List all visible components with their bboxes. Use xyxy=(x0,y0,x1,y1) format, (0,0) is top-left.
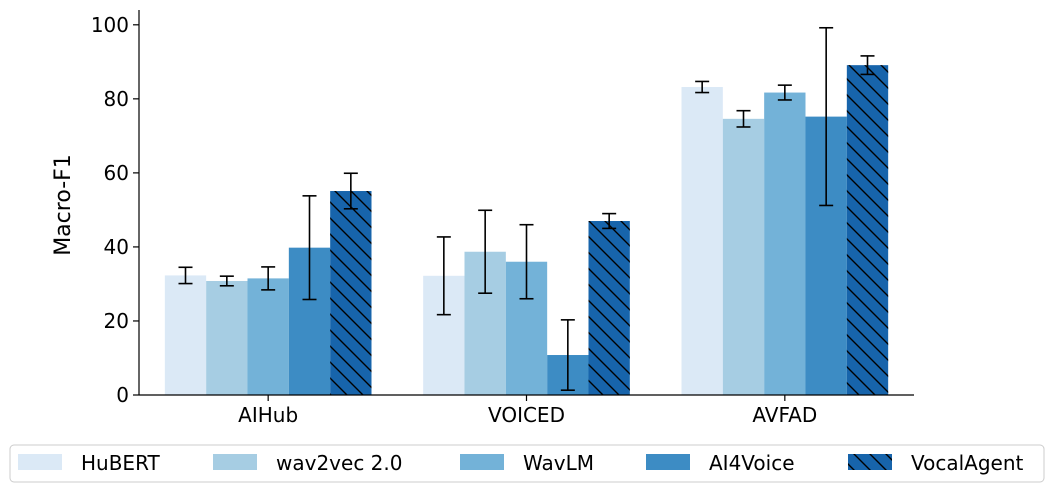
legend-label: VocalAgent xyxy=(911,451,1024,475)
legend-label: AI4Voice xyxy=(709,451,795,475)
legend-entry: HuBERT xyxy=(18,451,161,475)
bar-wav2vec-2-0-avfad xyxy=(722,118,765,395)
error-bar xyxy=(736,109,751,128)
error-bar xyxy=(219,275,234,287)
error-bar xyxy=(860,55,875,76)
bar-hubert-aihub xyxy=(164,275,207,395)
error-bar xyxy=(178,266,193,285)
y-tick-label: 20 xyxy=(104,309,129,333)
error-bar xyxy=(436,236,451,316)
legend-entry: AI4Voice xyxy=(646,451,795,475)
y-tick-label: 100 xyxy=(91,13,129,37)
error-bar xyxy=(602,212,617,230)
error-bar xyxy=(819,26,834,207)
error-bar xyxy=(261,266,276,291)
legend-label: WavLM xyxy=(523,451,594,475)
error-bar xyxy=(302,195,317,301)
x-tick-label: VOICED xyxy=(488,403,565,427)
legend-label: HuBERT xyxy=(81,451,161,475)
legend-entry: WavLM xyxy=(460,451,594,475)
bar-wavlm-aihub xyxy=(247,278,289,395)
x-tick-label: AIHub xyxy=(238,403,298,427)
bar-wavlm-avfad xyxy=(764,92,806,395)
legend-swatch xyxy=(213,454,257,470)
legend-label: wav2vec 2.0 xyxy=(276,451,402,475)
legend-entry: wav2vec 2.0 xyxy=(213,451,402,475)
bar-wav2vec-2-0-aihub xyxy=(206,280,248,395)
bar-hatch-vocalagent-avfad xyxy=(846,65,889,395)
legend-swatch xyxy=(460,454,504,470)
legend-swatch xyxy=(646,454,690,470)
x-tick-label: AVFAD xyxy=(752,403,817,427)
error-bar xyxy=(343,172,358,210)
error-bar xyxy=(560,319,575,391)
y-axis-label: Macro-F1 xyxy=(51,154,76,256)
legend-entry: VocalAgent xyxy=(848,451,1024,475)
legend-swatch xyxy=(18,454,62,470)
error-bar xyxy=(519,223,534,300)
y-tick-label: 80 xyxy=(104,87,129,111)
legend-swatch-hatch xyxy=(848,454,892,470)
bar-hatch-vocalagent-aihub xyxy=(330,191,372,395)
error-bar xyxy=(695,80,710,94)
y-tick-label: 0 xyxy=(116,383,129,407)
bar-hubert-avfad xyxy=(681,87,723,395)
error-bar xyxy=(777,84,792,101)
legend-box xyxy=(9,444,1045,483)
bar-hatch-vocalagent-voiced xyxy=(588,221,630,395)
y-tick-label: 40 xyxy=(104,235,129,259)
error-bar xyxy=(478,209,493,294)
y-tick-label: 60 xyxy=(104,161,129,185)
